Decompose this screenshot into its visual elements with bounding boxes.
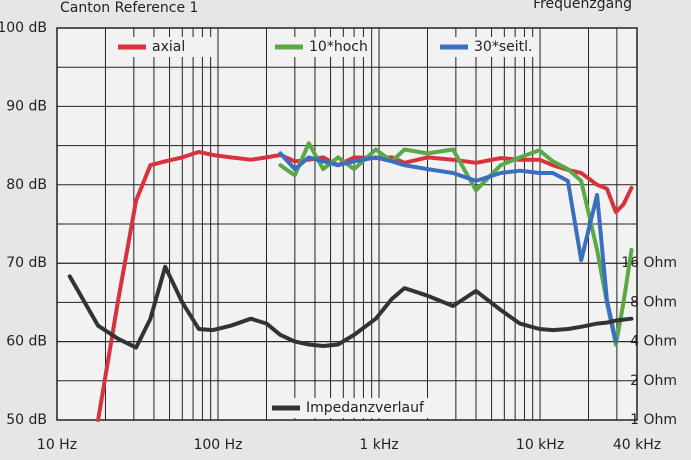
x-tick-label: 10 kHz	[516, 437, 564, 453]
y-tick-label: 90 dB	[6, 98, 47, 114]
series-line	[278, 141, 634, 347]
y2-tick-label: 4 Ohm	[630, 334, 677, 350]
series-line	[67, 264, 634, 350]
x-tick-label: 40 kHz	[613, 437, 661, 453]
y2-tick-label: 16 Ohm	[621, 255, 677, 271]
legend-bg	[436, 37, 536, 57]
legend-bg	[114, 37, 214, 57]
series-line	[278, 151, 618, 344]
chart-subtitle: Frequenzgang	[533, 0, 632, 12]
y-tick-label: 80 dB	[6, 177, 47, 193]
y2-tick-label: 8 Ohm	[630, 294, 677, 310]
y2-tick-label: 2 Ohm	[630, 373, 677, 389]
legend-label: axial	[152, 39, 185, 55]
legend-label: 10*hoch	[309, 39, 368, 55]
y-tick-label: 100 dB	[0, 20, 47, 36]
y-tick-label: 50 dB	[6, 412, 47, 428]
legend-label: Impedanzverlauf	[306, 400, 425, 416]
x-tick-label: 10 Hz	[37, 437, 77, 453]
legend-label: 30*seitl.	[474, 39, 532, 55]
x-tick-label: 1 kHz	[359, 437, 398, 453]
y-tick-label: 70 dB	[6, 255, 47, 271]
legend-bg	[268, 398, 444, 418]
legend-bg	[271, 37, 371, 57]
chart-title: Canton Reference 1	[60, 0, 198, 16]
x-tick-label: 100 Hz	[193, 437, 242, 453]
y-tick-label: 60 dB	[6, 334, 47, 350]
y2-tick-label: 1 Ohm	[630, 412, 677, 428]
